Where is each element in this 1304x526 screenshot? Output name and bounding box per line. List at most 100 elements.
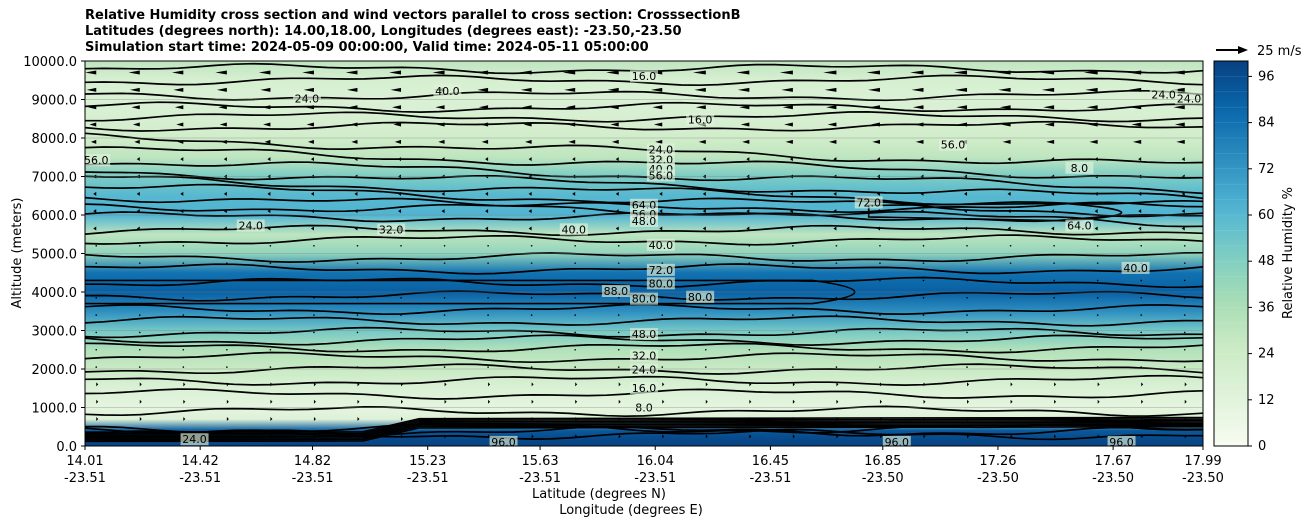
wind-vector: [792, 382, 795, 387]
wind-vector: [139, 399, 142, 404]
wind-vector: [746, 209, 750, 214]
wind-vector: [748, 366, 751, 368]
wind-vector: [1053, 314, 1055, 316]
wind-vector: [879, 399, 882, 404]
wind-vector: [313, 366, 315, 368]
wind-vector: [615, 157, 619, 162]
wind-vector: [443, 245, 446, 247]
x-axis-label-lat: Latitude (degrees N): [532, 487, 666, 502]
wind-vector: [180, 174, 184, 179]
colorbar-tick-label: 48: [1258, 254, 1275, 269]
wind-vector: [610, 122, 619, 127]
wind-vector: [531, 399, 534, 404]
wind-vector: [400, 279, 402, 282]
wind-vector: [136, 209, 140, 214]
wind-vector: [270, 382, 273, 387]
wind-vector: [662, 417, 665, 422]
wind-vector: [488, 417, 491, 422]
wind-vector: [652, 105, 663, 110]
wind-vector: [966, 348, 968, 351]
wind-vector: [226, 382, 229, 387]
wind-vector: [226, 296, 228, 299]
wind-vector: [1054, 399, 1057, 404]
wind-vector: [564, 87, 576, 92]
wind-vector: [310, 174, 314, 179]
wind-vector: [1043, 105, 1055, 110]
wind-vector: [436, 122, 445, 127]
y-tick-label: 6000.0: [32, 209, 78, 224]
wind-vector: [572, 157, 576, 162]
wind-vector: [530, 366, 533, 368]
wind-vector: [1130, 105, 1142, 110]
wind-vector: [1183, 314, 1186, 316]
wind-vector: [748, 348, 751, 351]
wind-vector: [748, 331, 751, 334]
wind-vector: [964, 209, 968, 214]
wind-vector: [704, 245, 707, 247]
x-tick-label-lon: -23.51: [292, 471, 334, 486]
contour-label-bg: [236, 219, 265, 232]
wind-vector: [1044, 122, 1055, 127]
wind-vector: [1183, 245, 1186, 247]
wind-vector: [835, 279, 838, 282]
wind-vector: [789, 174, 793, 179]
wind-vector: [261, 105, 271, 110]
contour-label-bg: [630, 292, 658, 305]
wind-vector: [824, 87, 837, 92]
wind-vector: [485, 191, 489, 196]
wind-vector: [401, 399, 404, 404]
contour-label: 48.0: [632, 215, 657, 228]
wind-vector: [651, 87, 663, 92]
wind-vector: [659, 209, 663, 214]
wind-vector: [391, 105, 402, 110]
wind-vector: [923, 399, 926, 404]
wind-vector: [345, 70, 358, 75]
wind-vector: [1132, 139, 1142, 144]
wind-vector: [356, 262, 359, 264]
contour-label: 80.0: [649, 277, 674, 290]
wind-vector: [487, 331, 489, 334]
contour-label-bg: [882, 435, 911, 446]
wind-vector: [226, 434, 229, 439]
wind-vector: [920, 191, 924, 196]
contour-label-bg: [630, 328, 658, 341]
wind-vector: [1140, 296, 1143, 299]
contour-label-bg: [646, 153, 675, 166]
contour-label: 88.0: [604, 285, 629, 298]
wind-vector: [267, 157, 271, 162]
wind-vector: [1096, 279, 1099, 282]
wind-vector: [182, 296, 185, 299]
wind-vector: [617, 331, 620, 334]
wind-vector: [226, 314, 228, 316]
wind-vector: [876, 209, 880, 214]
x-tick-label-lon: -23.51: [407, 471, 449, 486]
wind-vector: [749, 434, 752, 439]
wind-vector: [617, 366, 620, 368]
wind-vector: [835, 366, 838, 368]
wind-vector: [182, 331, 185, 334]
wind-vector: [661, 296, 664, 299]
x-tick-label-lat: 15.23: [409, 454, 446, 469]
wind-vector: [748, 245, 751, 247]
wind-vector: [354, 226, 358, 231]
wind-vector: [488, 382, 491, 387]
wind-vector: [704, 279, 707, 282]
contour-line: [85, 161, 1203, 195]
wind-vector: [95, 366, 98, 368]
wind-vector: [313, 245, 315, 247]
wind-vector: [176, 122, 184, 127]
y-tick-label: 10000.0: [23, 55, 77, 70]
wind-vector: [313, 399, 316, 404]
wind-vectors: [85, 70, 1187, 439]
wind-vector: [1051, 174, 1055, 179]
wind-vector: [1046, 139, 1055, 144]
wind-vector: [1053, 296, 1055, 299]
wind-vector: [136, 174, 140, 179]
x-tick-label-lon: -23.50: [977, 471, 1019, 486]
wind-vector: [520, 87, 532, 92]
wind-vector: [519, 70, 532, 75]
wind-vector: [966, 245, 968, 247]
wind-vector: [267, 226, 271, 231]
wind-vector: [1140, 314, 1143, 316]
wind-vector: [1054, 434, 1057, 439]
